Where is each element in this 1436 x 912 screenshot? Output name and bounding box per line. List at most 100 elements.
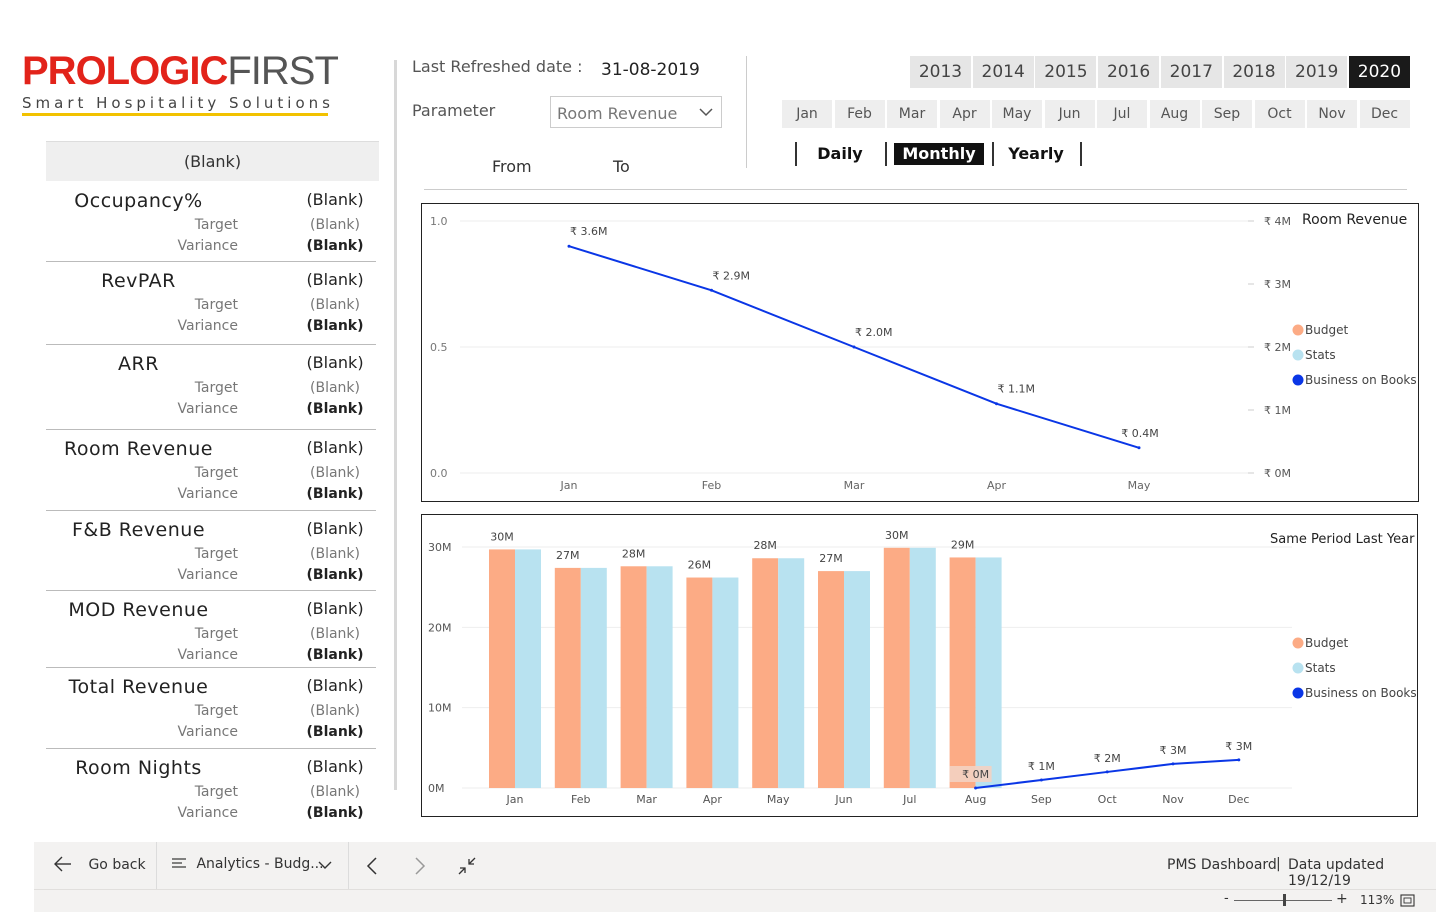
year-button-2018[interactable]: 2018: [1223, 56, 1285, 88]
year-button-2016[interactable]: 2016: [1098, 56, 1160, 88]
room-revenue-chart: 0.0 0.5 1.0 ₹ 0M ₹ 1M ₹ 2M ₹ 3M ₹ 4M Jan Feb Mar Ap…: [421, 203, 1419, 502]
x-tick-label: Apr: [987, 479, 1007, 492]
kpi-target-value: (Blank): [310, 703, 360, 719]
year-button-2020[interactable]: 2020: [1348, 56, 1410, 88]
month-button-may[interactable]: May: [992, 100, 1042, 128]
kpi-variance-value: (Blank): [306, 238, 364, 254]
kpi-variance-value: (Blank): [306, 805, 364, 821]
kpi-name: MOD Revenue: [68, 599, 209, 621]
x-tick-label: Aug: [965, 793, 986, 806]
kpi-target-value: (Blank): [310, 297, 360, 313]
x-tick-label: Dec: [1228, 793, 1249, 806]
zoom-slider-thumb[interactable]: [1283, 894, 1286, 906]
exit-fullscreen-icon[interactable]: [458, 857, 476, 875]
month-button-mar[interactable]: Mar: [887, 100, 937, 128]
kpi-target-label: Target: [194, 465, 238, 481]
kpi-target-label: Target: [194, 380, 238, 396]
data-label: ₹ 3.6M: [570, 225, 607, 238]
kpi-target-value: (Blank): [310, 217, 360, 233]
month-button-dec[interactable]: Dec: [1359, 100, 1410, 128]
kpi-card: Total Revenue (Blank) Target (Blank) Varianc…: [46, 668, 376, 749]
data-point: [1039, 778, 1043, 782]
data-label: ₹ 2.0M: [855, 326, 892, 339]
right-axis-label: ₹ 1M: [1264, 404, 1291, 417]
legend-marker: [1292, 662, 1304, 674]
y-tick-label: 0M: [428, 782, 445, 795]
month-button-oct[interactable]: Oct: [1254, 100, 1305, 128]
year-button-2019[interactable]: 2019: [1286, 56, 1348, 88]
month-button-sep[interactable]: Sep: [1202, 100, 1252, 128]
x-tick-label: May: [767, 793, 790, 806]
zoom-out-button[interactable]: -: [1224, 891, 1229, 906]
panel-divider: [394, 60, 397, 790]
fit-to-page-icon[interactable]: [1400, 894, 1415, 907]
from-label: From: [492, 157, 532, 176]
bar-stats: [975, 557, 1002, 788]
y-tick-label: 10M: [428, 702, 452, 715]
kpi-variance-label: Variance: [177, 805, 238, 821]
bar-budget: [620, 566, 647, 788]
month-button-jun[interactable]: Jun: [1044, 100, 1095, 128]
go-back-label: Go back: [88, 857, 146, 873]
period-button-yearly[interactable]: Yearly: [1008, 144, 1064, 163]
x-tick-label: Mar: [636, 793, 657, 806]
x-tick-label: Nov: [1162, 793, 1184, 806]
y-tick-label: 0.0: [430, 467, 448, 480]
kpi-header: (Blank): [46, 141, 379, 181]
kpi-value: (Blank): [306, 190, 364, 209]
kpi-card: MOD Revenue (Blank) Target (Blank) Variance (…: [46, 591, 376, 668]
data-point: [852, 345, 856, 349]
go-back-button[interactable]: Go back: [54, 856, 146, 873]
data-label: ₹ 1M: [1028, 760, 1055, 773]
chevron-down-icon: [318, 861, 332, 869]
legend-marker: [1292, 349, 1304, 361]
logo-underline: [22, 113, 328, 116]
data-updated-text: Data updated 19/12/19: [1288, 857, 1385, 889]
parameter-dropdown[interactable]: Room Revenue: [550, 96, 722, 128]
footer-pipe: |: [1276, 856, 1281, 872]
year-button-2017[interactable]: 2017: [1160, 56, 1222, 88]
data-label: 27M: [819, 552, 843, 565]
month-button-jul[interactable]: Jul: [1097, 100, 1147, 128]
kpi-target-label: Target: [194, 703, 238, 719]
data-label: 28M: [753, 539, 777, 552]
data-label: ₹ 2M: [1094, 752, 1121, 765]
year-button-2013[interactable]: 2013: [910, 56, 971, 88]
next-page-icon[interactable]: [414, 857, 426, 875]
data-point: [567, 244, 571, 248]
month-button-apr[interactable]: Apr: [939, 100, 990, 128]
year-button-2014[interactable]: 2014: [972, 56, 1034, 88]
kpi-name: Occupancy%: [74, 190, 203, 212]
month-button-jan[interactable]: Jan: [782, 100, 832, 128]
data-label: 26M: [688, 559, 712, 572]
kpi-name: RevPAR: [101, 270, 176, 292]
kpi-target-label: Target: [194, 626, 238, 642]
data-label: ₹ 0M: [962, 768, 989, 781]
data-point: [974, 786, 978, 790]
kpi-value: (Blank): [306, 599, 364, 618]
x-tick-label: Jul: [902, 793, 916, 806]
data-point: [710, 288, 713, 292]
period-button-daily[interactable]: Daily: [817, 144, 863, 163]
footer-separator: [156, 842, 157, 889]
period-button-monthly[interactable]: Monthly: [894, 143, 984, 165]
x-tick-label: Oct: [1098, 793, 1118, 806]
month-button-aug[interactable]: Aug: [1149, 100, 1200, 128]
x-tick-label: Sep: [1031, 793, 1052, 806]
month-button-feb[interactable]: Feb: [834, 100, 885, 128]
page-selector[interactable]: Analytics - Budg...: [172, 856, 332, 872]
kpi-target-value: (Blank): [310, 380, 360, 396]
period-separator: [885, 142, 887, 166]
legend-label: Stats: [1305, 348, 1336, 362]
zoom-in-button[interactable]: +: [1336, 891, 1348, 907]
kpi-card: Occupancy% (Blank) Target (Blank) Variance (B…: [46, 182, 376, 262]
kpi-name: Total Revenue: [68, 676, 209, 698]
month-button-nov[interactable]: Nov: [1307, 100, 1357, 128]
bar-stats: [515, 549, 541, 788]
bar-stats: [712, 577, 739, 788]
kpi-target-value: (Blank): [310, 784, 360, 800]
year-button-2015[interactable]: 2015: [1035, 56, 1097, 88]
previous-page-icon[interactable]: [366, 857, 378, 875]
kpi-card: F&B Revenue (Blank) Target (Blank) Variance (…: [46, 511, 376, 591]
data-point: [995, 402, 998, 406]
